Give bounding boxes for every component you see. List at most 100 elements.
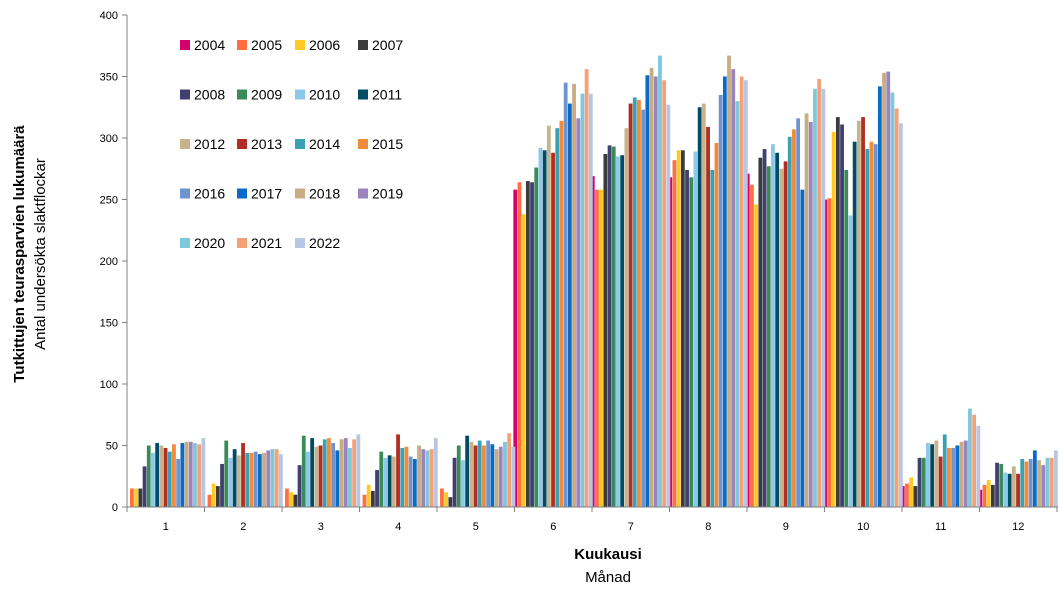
bar-2005-month-5 — [440, 488, 444, 507]
bar-2008-month-2 — [220, 463, 224, 507]
bar-2016-month-9 — [796, 118, 801, 507]
bar-2015-month-5 — [482, 445, 486, 507]
bar-2007-month-9 — [758, 157, 763, 507]
bar-2013-month-4 — [396, 434, 400, 507]
bar-2021-month-9 — [817, 78, 822, 508]
legend-label-2010: 2010 — [309, 87, 340, 103]
bar-2008-month-7 — [607, 145, 612, 507]
bar-2018-month-8 — [727, 55, 731, 508]
bar-2010-month-5 — [461, 460, 465, 507]
bar-2013-month-5 — [473, 445, 478, 507]
bar-2019-month-4 — [421, 449, 426, 507]
bar-2011-month-9 — [775, 152, 780, 507]
bar-2006-month-6 — [521, 214, 526, 507]
bar-2013-month-6 — [551, 152, 555, 507]
bar-2012-month-9 — [779, 168, 784, 507]
legend-swatch-2010 — [295, 89, 305, 100]
legend-label-2022: 2022 — [309, 235, 340, 251]
bars-layer — [130, 55, 1058, 508]
bar-2013-month-10 — [861, 117, 865, 507]
bar-2014-month-1 — [167, 451, 172, 507]
y-tick-label: 350 — [100, 72, 118, 84]
bar-2021-month-1 — [197, 444, 202, 507]
legend-label-2015: 2015 — [372, 136, 403, 152]
bar-2017-month-10 — [877, 86, 882, 507]
legend-swatch-2013 — [237, 139, 247, 149]
bar-2006-month-1 — [134, 488, 139, 507]
bar-2019-month-6 — [576, 118, 581, 507]
legend-label-2017: 2017 — [251, 186, 282, 202]
bar-2012-month-10 — [856, 120, 861, 507]
legend-swatch-2022 — [295, 238, 305, 248]
legend: 2004 2005 2006 2007 2008 2009 2010 2011 2012 2013… — [180, 37, 403, 251]
x-tick-label: 11 — [935, 521, 946, 533]
bar-2017-month-7 — [645, 75, 650, 508]
y-axis-title-fi: Tutkittujen teurasparvien lukumäärä — [11, 125, 28, 383]
bar-2007-month-6 — [525, 181, 530, 508]
legend-swatch-2016 — [180, 188, 190, 199]
bar-2014-month-10 — [865, 149, 870, 507]
bar-2009-month-4 — [379, 451, 384, 507]
legend-label-2013: 2013 — [251, 136, 282, 152]
legend-label-2018: 2018 — [309, 186, 340, 202]
bar-2020-month-4 — [425, 450, 430, 507]
legend-label-2016: 2016 — [194, 186, 225, 202]
bar-2006-month-12 — [986, 479, 991, 507]
bar-2016-month-10 — [873, 144, 878, 507]
bar-2012-month-1 — [159, 445, 164, 507]
bar-2020-month-8 — [735, 101, 740, 507]
legend-swatch-2006 — [295, 40, 305, 50]
legend-swatch-2019 — [358, 188, 368, 199]
bar-2021-month-2 — [274, 449, 279, 507]
bar-2019-month-2 — [266, 450, 271, 507]
bar-2013-month-11 — [938, 456, 943, 507]
bar-2022-month-3 — [356, 434, 361, 507]
bar-2017-month-3 — [335, 450, 340, 507]
legend-swatch-2018 — [295, 188, 305, 199]
bar-2016-month-7 — [641, 109, 646, 508]
legend-swatch-2009 — [237, 89, 247, 100]
bar-2007-month-8 — [680, 150, 685, 508]
bar-2008-month-12 — [995, 462, 999, 507]
legend-label-2014: 2014 — [309, 136, 340, 152]
bar-2021-month-12 — [1049, 457, 1054, 507]
bar-2012-month-4 — [391, 456, 396, 507]
bar-2009-month-3 — [301, 435, 306, 507]
bar-2012-month-11 — [934, 440, 939, 507]
bar-2020-month-6 — [580, 93, 585, 507]
bar-2019-month-3 — [343, 438, 348, 507]
bar-2018-month-5 — [494, 449, 499, 507]
bar-2020-month-10 — [890, 92, 895, 508]
bar-2018-month-3 — [339, 439, 344, 507]
x-tick-label: 3 — [318, 521, 324, 533]
bar-2007-month-2 — [215, 486, 220, 507]
bar-2016-month-3 — [331, 443, 336, 507]
bar-2008-month-11 — [917, 457, 922, 507]
bar-2020-month-12 — [1045, 457, 1050, 507]
bar-2010-month-6 — [538, 147, 543, 507]
bar-2011-month-8 — [697, 107, 702, 507]
bar-2007-month-7 — [603, 153, 608, 508]
x-tick-label: 1 — [163, 521, 169, 533]
bar-2019-month-10 — [886, 71, 891, 507]
legend-label-2012: 2012 — [194, 136, 225, 152]
y-tick-label: 300 — [100, 133, 118, 145]
bar-2018-month-9 — [804, 113, 809, 508]
y-tick-label: 100 — [100, 379, 118, 391]
bar-2009-month-7 — [611, 146, 616, 508]
bar-2008-month-10 — [840, 124, 844, 507]
bar-2013-month-8 — [706, 126, 710, 508]
legend-swatch-2020 — [180, 238, 190, 248]
bar-2011-month-10 — [852, 141, 857, 507]
bar-2005-month-6 — [517, 182, 522, 507]
bar-2020-month-7 — [658, 55, 662, 508]
bar-2004-month-6 — [513, 189, 518, 507]
bar-2021-month-5 — [507, 433, 512, 507]
bar-2010-month-7 — [616, 156, 620, 507]
x-tick-label: 10 — [857, 521, 869, 533]
bar-2013-month-7 — [628, 103, 633, 507]
bar-2009-month-10 — [844, 169, 849, 508]
bar-2010-month-10 — [848, 215, 853, 508]
legend-label-2019: 2019 — [372, 186, 403, 202]
